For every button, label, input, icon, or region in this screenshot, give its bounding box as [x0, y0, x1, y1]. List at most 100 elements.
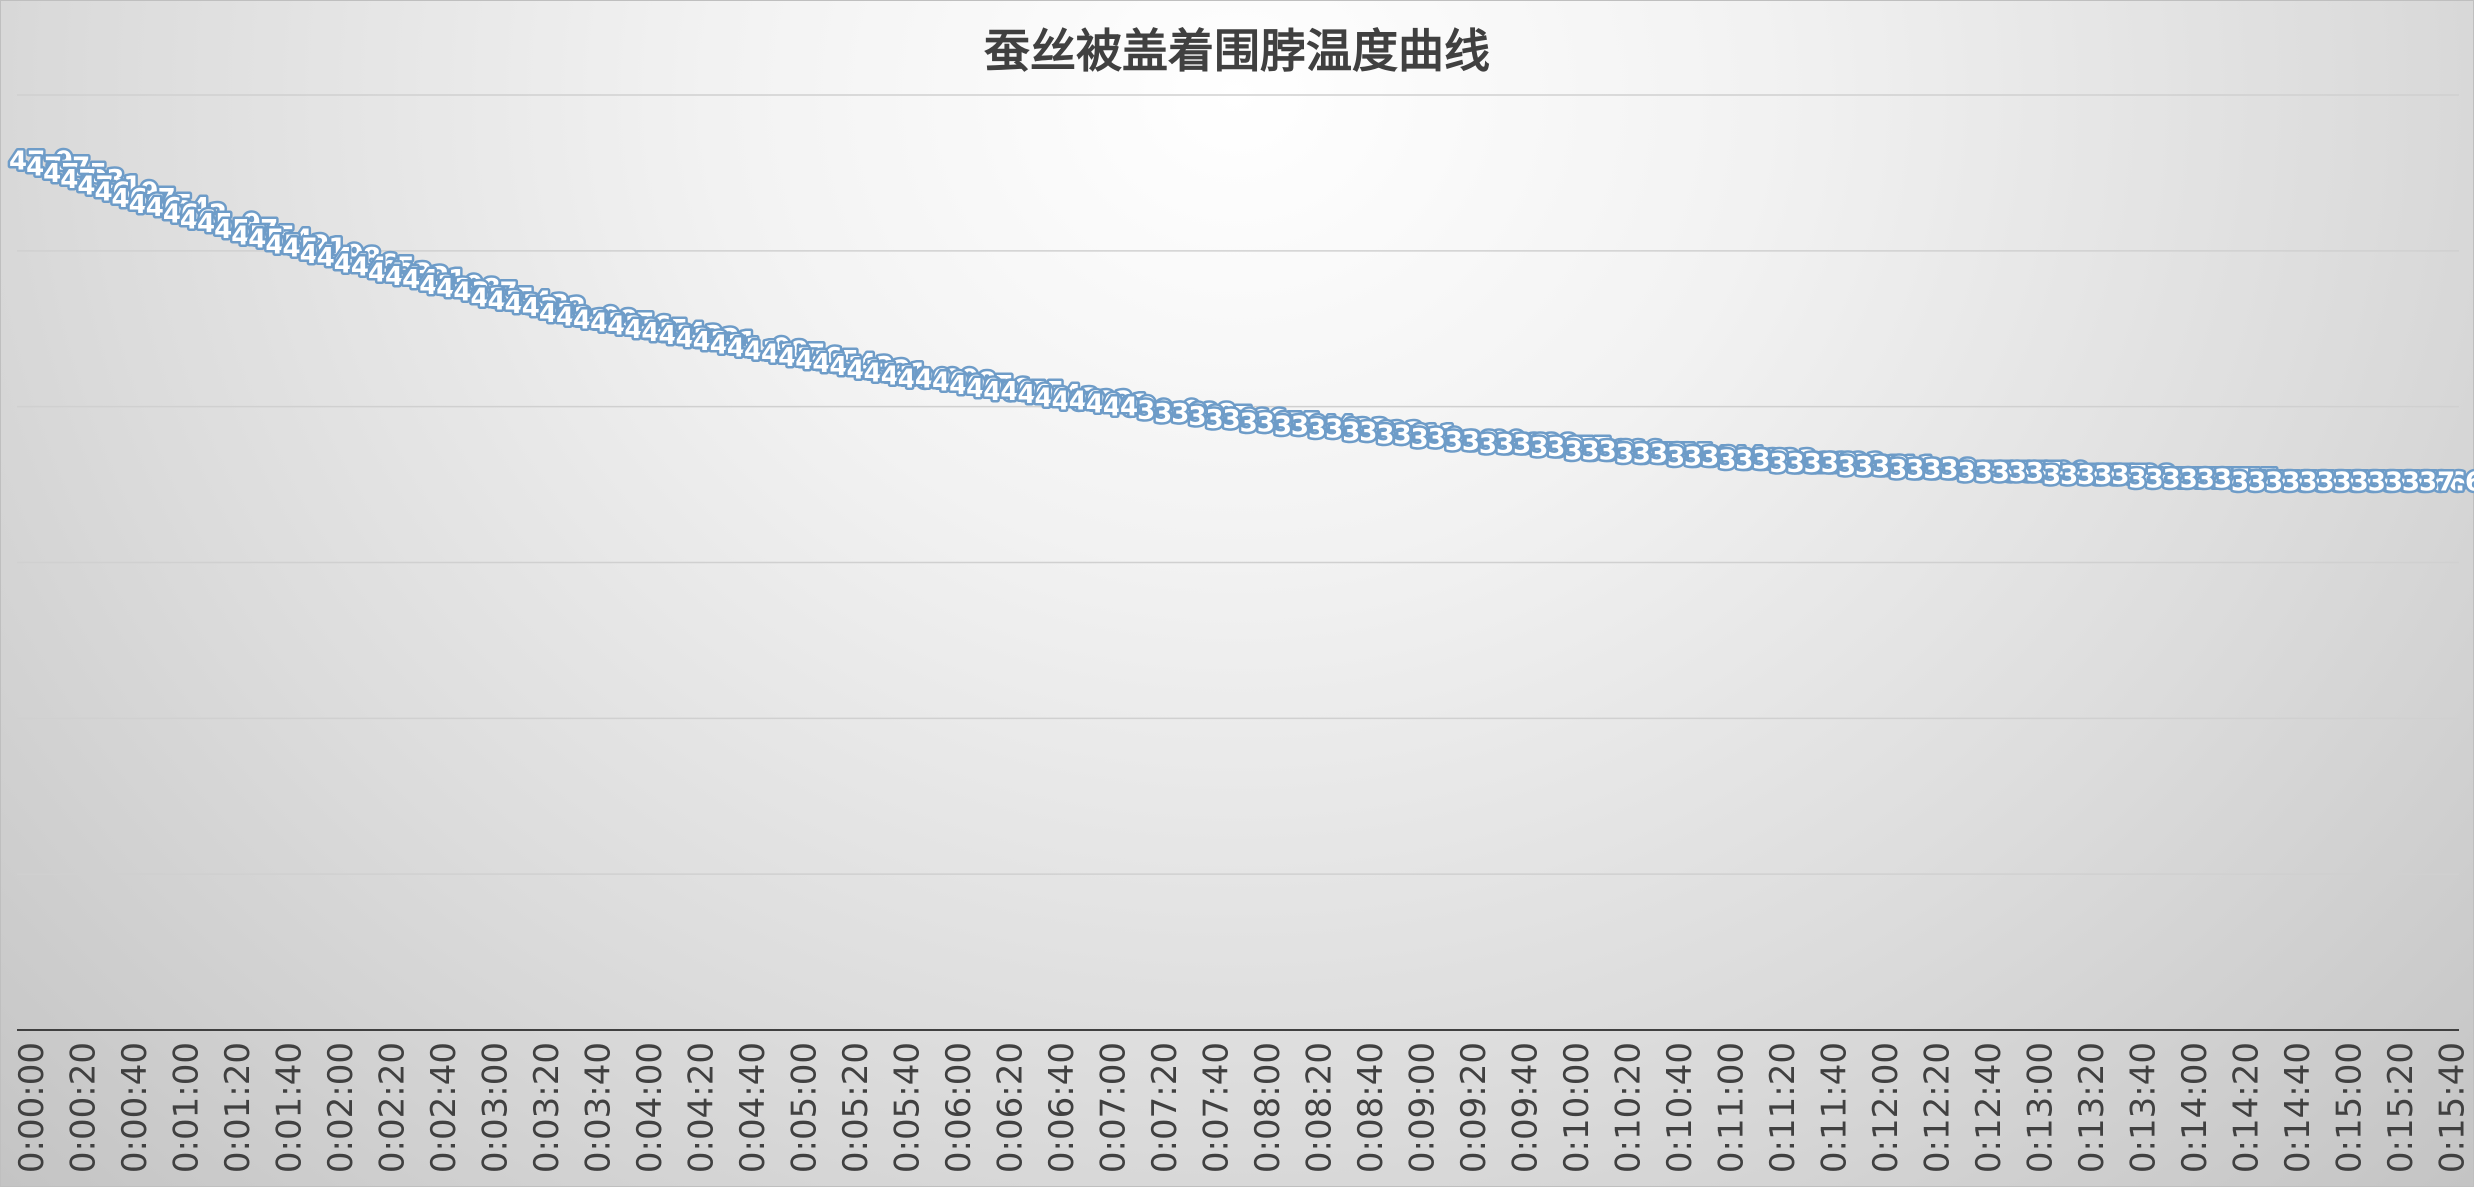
- x-tick-label: 0:07:20: [1145, 1042, 1185, 1173]
- data-label: 37.6: [2282, 467, 2346, 497]
- data-label: 38.3: [1752, 446, 1816, 476]
- data-label: 39.2: [1342, 418, 1406, 448]
- data-label: 37.6: [2368, 467, 2432, 497]
- data-label: 38.2: [1769, 449, 1833, 479]
- x-tick-label: 0:00:00: [12, 1042, 52, 1173]
- data-label: 38.1: [1872, 452, 1936, 482]
- x-tick-label: 0:06:20: [991, 1042, 1031, 1173]
- data-label: 42.9: [556, 302, 620, 332]
- data-label: 37.7: [2163, 464, 2227, 494]
- data-label: 38.8: [1513, 430, 1577, 460]
- data-label: 42.5: [624, 315, 688, 345]
- x-tick-label: 0:15:40: [2433, 1042, 2473, 1173]
- x-tick-label: 0:03:20: [527, 1042, 567, 1173]
- data-label: 38: [1940, 455, 1976, 485]
- data-label: 39: [1428, 424, 1464, 454]
- x-tick-label: 0:11:00: [1712, 1042, 1752, 1173]
- data-label: 37.6: [2351, 467, 2415, 497]
- x-tick-label: 0:13:40: [2124, 1042, 2164, 1173]
- x-tick-label: 0:02:40: [424, 1042, 464, 1173]
- data-label: 43.4: [488, 287, 552, 317]
- data-label: 42.2: [676, 324, 740, 354]
- x-tick-label: 0:01:00: [167, 1042, 207, 1173]
- data-label: 41.5: [795, 346, 859, 376]
- x-tick-label: 0:12:00: [1866, 1042, 1906, 1173]
- data-label: 44.1: [402, 265, 466, 295]
- data-label: 40: [1103, 393, 1139, 423]
- data-label: 37.8: [2111, 461, 2175, 491]
- data-label: 39.3: [1308, 414, 1372, 444]
- data-label: 40: [1120, 393, 1156, 423]
- data-label: 37.9: [2026, 458, 2090, 488]
- data-label: 38.2: [1821, 449, 1885, 479]
- data-label: 47.5: [43, 159, 107, 189]
- data-label: 41.4: [812, 349, 876, 379]
- data-label: 42.1: [693, 327, 757, 357]
- data-label: 39: [1411, 424, 1447, 454]
- x-tick-label: 0:06:00: [939, 1042, 979, 1173]
- data-label: 40.6: [966, 374, 1030, 404]
- data-label: 41.7: [761, 340, 825, 370]
- x-tick-label: 0:08:20: [1300, 1042, 1340, 1173]
- data-label: 39.9: [1137, 396, 1201, 426]
- data-label: 37.8: [2060, 461, 2124, 491]
- x-tick-label: 0:09:00: [1403, 1042, 1443, 1173]
- data-label: 38.2: [1787, 449, 1851, 479]
- data-label: 39.4: [1291, 411, 1355, 441]
- data-label: 37.7: [2197, 464, 2261, 494]
- data-label: 39.6: [1205, 405, 1269, 435]
- data-label: 37.8: [2043, 461, 2107, 491]
- data-label: 46: [180, 206, 216, 236]
- x-tick-label: 0:11:40: [1815, 1042, 1855, 1173]
- x-tick-label: 0:04:00: [630, 1042, 670, 1173]
- data-label: 37.8: [2094, 461, 2158, 491]
- data-label: 42.4: [641, 318, 705, 348]
- x-tick-label: 0:12:40: [1969, 1042, 2009, 1173]
- x-tick-label: 0:07:40: [1197, 1042, 1237, 1173]
- data-label: 45.5: [231, 221, 295, 251]
- x-tick-label: 0:03:00: [476, 1042, 516, 1173]
- series-line: [8, 159, 2419, 483]
- data-label: 41.8: [744, 337, 808, 367]
- data-label: 38.4: [1684, 443, 1748, 473]
- data-label: 47.7: [26, 153, 90, 183]
- x-tick-label: 0:02:00: [321, 1042, 361, 1173]
- x-tick-label: 0:06:40: [1042, 1042, 1082, 1173]
- data-label: 37.9: [1958, 458, 2022, 488]
- data-label: 46.2: [163, 199, 227, 229]
- data-label: 43.2: [522, 293, 586, 323]
- data-labels: 47.947.747.547.347.146.946.746.546.446.2…: [7, 144, 2474, 500]
- data-label: 39.7: [1188, 402, 1252, 432]
- x-tick-label: 0:03:40: [579, 1042, 619, 1173]
- data-label: 37.7: [2180, 464, 2244, 494]
- data-label: 38: [1906, 455, 1942, 485]
- data-label: 44.6: [334, 249, 398, 279]
- data-label: 40.7: [949, 371, 1013, 401]
- data-label: 41.9: [727, 333, 791, 363]
- data-label: 43.8: [436, 274, 500, 304]
- data-label: 39.8: [1154, 399, 1218, 429]
- x-tick-label: 0:10:40: [1660, 1042, 1700, 1173]
- data-label: 37.6: [2265, 467, 2329, 497]
- data-label: 37.6: [2419, 467, 2474, 497]
- data-label: 37.7: [2146, 464, 2210, 494]
- data-label: 40.1: [1086, 390, 1150, 420]
- data-label: 39.8: [1171, 399, 1235, 429]
- data-label: 41: [881, 362, 917, 392]
- data-label: 46.7: [112, 184, 176, 214]
- data-label: 39.5: [1257, 408, 1321, 438]
- data-label: 37.8: [2077, 461, 2141, 491]
- data-label: 38.8: [1496, 430, 1560, 460]
- x-tick-label: 0:00:40: [115, 1042, 155, 1173]
- data-label: 39.1: [1376, 421, 1440, 451]
- data-label: 40.9: [898, 365, 962, 395]
- x-tick-label: 0:12:20: [1918, 1042, 1958, 1173]
- data-label: 41.2: [847, 355, 911, 385]
- data-label: 38.5: [1650, 439, 1714, 469]
- x-tick-label: 0:09:20: [1454, 1042, 1494, 1173]
- data-label: 38.6: [1599, 436, 1663, 466]
- x-tick-label: 0:11:20: [1763, 1042, 1803, 1173]
- data-label: 38.3: [1735, 446, 1799, 476]
- x-tick-label: 0:14:00: [2175, 1042, 2215, 1173]
